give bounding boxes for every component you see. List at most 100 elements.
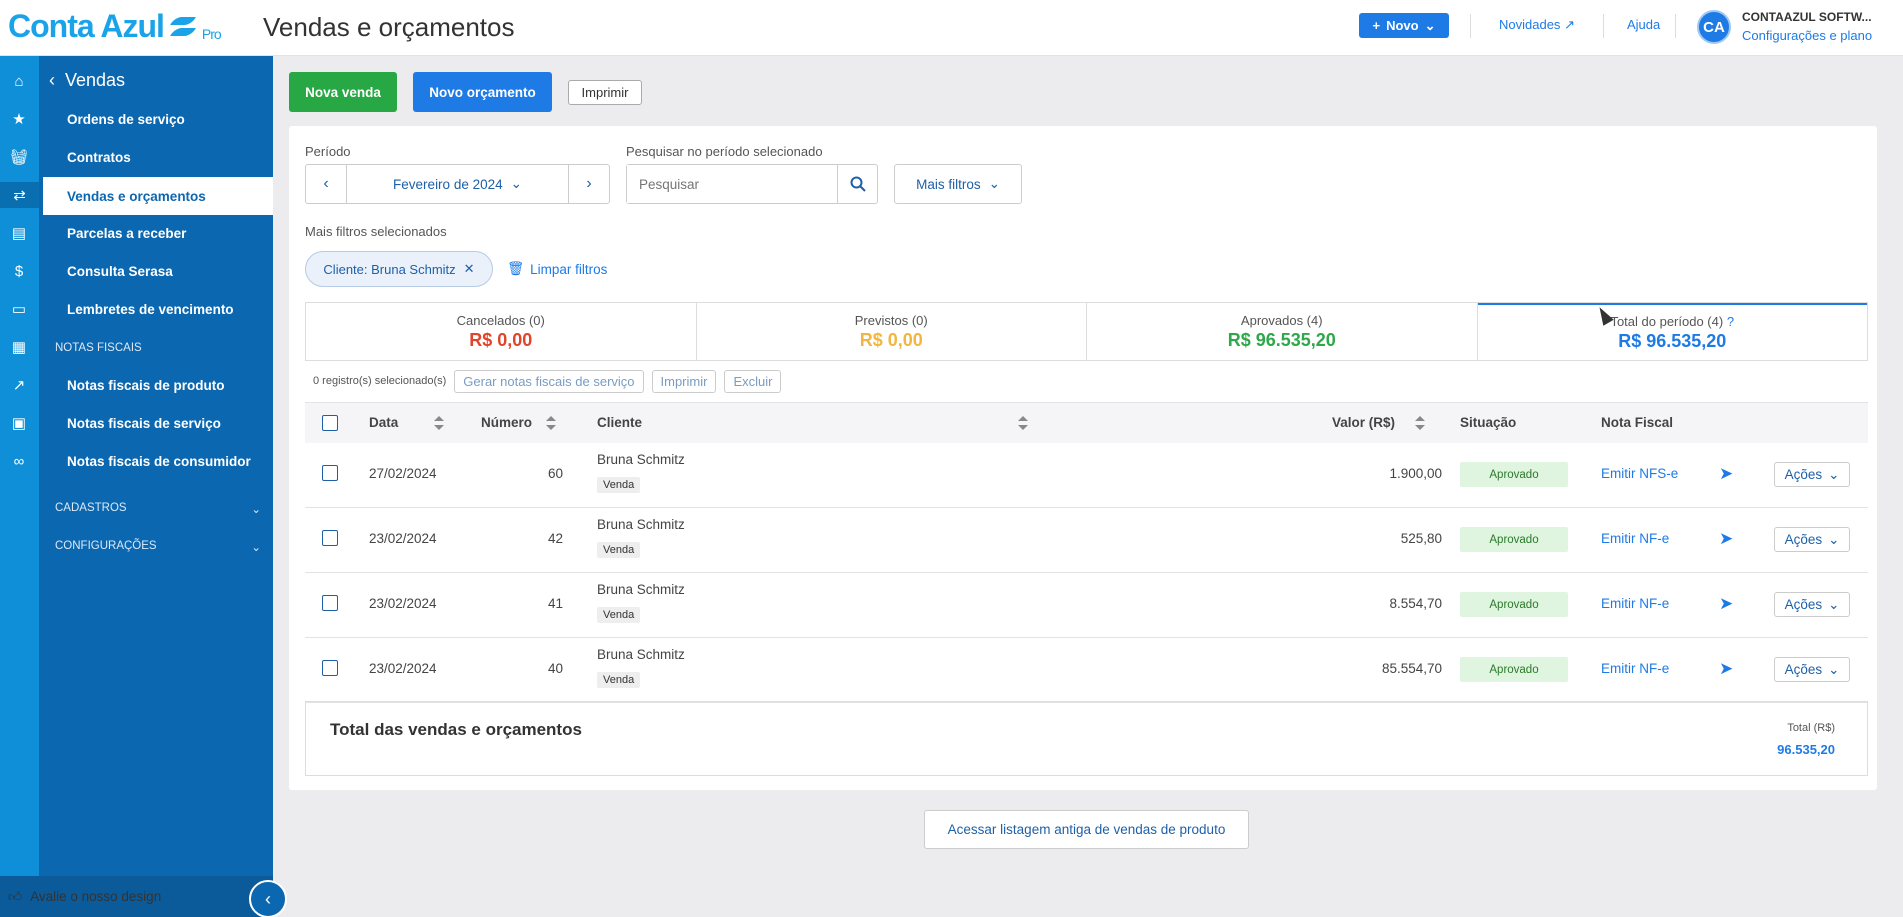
- row-value: 1.900,00: [1389, 466, 1442, 481]
- selected-filters-label: Mais filtros selecionados: [305, 224, 447, 239]
- chart-icon[interactable]: ↗: [12, 377, 26, 394]
- send-icon[interactable]: ➤: [1719, 464, 1734, 483]
- filter-chip-cliente[interactable]: Cliente: Bruna Schmitz ✕: [305, 251, 493, 287]
- novidades-link[interactable]: Novidades ↗: [1499, 17, 1575, 32]
- search-input[interactable]: [627, 165, 837, 203]
- table-row[interactable]: 23/02/2024 40 Bruna Schmitz Venda 85.554…: [305, 638, 1868, 703]
- clear-filters-link[interactable]: 🗑︎ Limpar filtros: [507, 261, 608, 277]
- ajuda-link[interactable]: Ajuda: [1627, 17, 1661, 32]
- emitir-nf-link[interactable]: Emitir NF-e: [1601, 531, 1670, 546]
- basket-icon[interactable]: 🧺︎: [9, 149, 29, 166]
- section-cadastros[interactable]: CADASTROS ⌄: [55, 502, 261, 516]
- novo-button[interactable]: + Novo ⌄: [1359, 13, 1449, 38]
- close-icon[interactable]: ✕: [463, 261, 475, 276]
- mais-filtros-button[interactable]: Mais filtros ⌄: [894, 164, 1022, 204]
- chevron-left-icon[interactable]: ‹: [323, 175, 329, 192]
- acoes-button[interactable]: Ações ⌄: [1774, 527, 1850, 552]
- sidebar-item-vendas[interactable]: Vendas e orçamentos: [43, 177, 273, 215]
- row-checkbox[interactable]: [322, 465, 338, 481]
- period-selector: ‹ Fevereiro de 2024 ⌄ ›: [305, 164, 610, 204]
- chevron-left-icon: ‹: [49, 70, 55, 90]
- old-list-button[interactable]: Acessar listagem antiga de vendas de pro…: [924, 810, 1249, 849]
- card-icon[interactable]: ▭: [11, 301, 27, 318]
- acoes-button[interactable]: Ações ⌄: [1774, 592, 1850, 617]
- table-row[interactable]: 23/02/2024 42 Bruna Schmitz Venda 525,80…: [305, 508, 1868, 573]
- emitir-nf-link[interactable]: Emitir NFS-e: [1601, 466, 1679, 481]
- nova-venda-button[interactable]: Nova venda: [289, 72, 397, 112]
- section-notas-fiscais: NOTAS FISCAIS: [55, 342, 142, 354]
- send-icon[interactable]: ➤: [1719, 594, 1734, 613]
- gerar-notas-button[interactable]: Gerar notas fiscais de serviço: [454, 369, 644, 393]
- dollar-icon[interactable]: $: [14, 262, 24, 280]
- sidebar-item-ordens[interactable]: Ordens de serviço: [67, 112, 185, 127]
- logo-wing-icon: [172, 17, 194, 37]
- selected-count: 0 registro(s) selecionado(s): [313, 375, 447, 387]
- page-title: Vendas e orçamentos: [263, 12, 515, 42]
- emitir-nf-link[interactable]: Emitir NF-e: [1601, 661, 1670, 676]
- main-panel: [289, 126, 1877, 790]
- chevron-down-icon: ⌄: [1424, 17, 1436, 33]
- row-client: Bruna Schmitz: [597, 452, 685, 467]
- acoes-button[interactable]: Ações ⌄: [1774, 657, 1850, 682]
- chevron-right-icon[interactable]: ›: [586, 175, 592, 192]
- sidebar-item-nf-produto[interactable]: Notas fiscais de produto: [67, 378, 225, 393]
- handshake-icon[interactable]: ⇄: [0, 182, 39, 208]
- avatar[interactable]: CA: [1697, 10, 1731, 44]
- help-icon[interactable]: ?: [1726, 313, 1735, 329]
- sidebar-item-nf-consumidor[interactable]: Notas fiscais de consumidor: [67, 454, 251, 469]
- search-icon[interactable]: [837, 165, 877, 203]
- home-icon[interactable]: ⌂: [14, 72, 24, 90]
- bulk-imprimir-button[interactable]: Imprimir: [651, 369, 717, 393]
- chevron-down-icon: ⌄: [1828, 596, 1840, 612]
- collapse-sidebar-button[interactable]: ‹: [249, 880, 287, 917]
- summary-previstos[interactable]: Previstos (0) R$ 0,00: [697, 303, 1087, 360]
- row-checkbox[interactable]: [322, 595, 338, 611]
- col-data[interactable]: Data: [369, 415, 445, 430]
- summary-cards: Cancelados (0) R$ 0,00 Previstos (0) R$ …: [305, 302, 1868, 361]
- col-cliente[interactable]: Cliente: [597, 415, 1029, 430]
- clipboard-icon[interactable]: ▣: [11, 415, 27, 432]
- row-checkbox[interactable]: [322, 660, 338, 676]
- bulk-excluir-button[interactable]: Excluir: [724, 369, 782, 393]
- icon-rail: ⌂ ★ 🧺︎ ⇄ ▤ $ ▭ ▦ ↗ ▣ ∞: [0, 56, 39, 917]
- send-icon[interactable]: ➤: [1719, 659, 1734, 678]
- sidebar-item-lembretes[interactable]: Lembretes de vencimento: [67, 302, 234, 317]
- emitir-nf-link[interactable]: Emitir NF-e: [1601, 596, 1670, 611]
- row-client: Bruna Schmitz: [597, 517, 685, 532]
- col-valor[interactable]: Valor (R$): [1332, 415, 1426, 430]
- novo-orcamento-button[interactable]: Novo orçamento: [413, 72, 552, 112]
- table-row[interactable]: 27/02/2024 60 Bruna Schmitz Venda 1.900,…: [305, 443, 1868, 508]
- conta-azul-logo[interactable]: Conta Azul Pro: [8, 8, 222, 44]
- configuracoes-link[interactable]: Configurações e plano: [1742, 28, 1873, 43]
- periodo-label: Período: [305, 144, 351, 159]
- sidebar-item-parcelas[interactable]: Parcelas a receber: [67, 226, 187, 241]
- bulk-actions-bar: 0 registro(s) selecionado(s) Gerar notas…: [305, 366, 1868, 396]
- row-checkbox[interactable]: [322, 530, 338, 546]
- row-number: 40: [548, 661, 564, 676]
- sidebar-back[interactable]: ‹ Vendas: [49, 70, 126, 90]
- feedback-button[interactable]: 👍︎ Avalie o nosso design: [0, 876, 273, 917]
- imprimir-button[interactable]: Imprimir: [568, 80, 642, 105]
- summary-aprovados[interactable]: Aprovados (4) R$ 96.535,20: [1087, 303, 1478, 360]
- select-all-checkbox[interactable]: [322, 415, 338, 431]
- logo-badge: Pro: [201, 25, 222, 42]
- sidebar-item-nf-servico[interactable]: Notas fiscais de serviço: [67, 416, 221, 431]
- summary-cancelados[interactable]: Cancelados (0) R$ 0,00: [306, 303, 697, 360]
- sidebar-item-contratos[interactable]: Contratos: [67, 150, 131, 165]
- section-configuracoes[interactable]: CONFIGURAÇÕES ⌄: [55, 540, 261, 554]
- period-dropdown[interactable]: Fevereiro de 2024 ⌄: [346, 165, 569, 203]
- acoes-button[interactable]: Ações ⌄: [1774, 462, 1850, 487]
- star-icon[interactable]: ★: [12, 111, 26, 128]
- chevron-down-icon: ⌄: [251, 504, 261, 516]
- col-numero[interactable]: Número: [481, 415, 557, 430]
- row-type-tag: Venda: [597, 607, 641, 623]
- boxes-icon[interactable]: ▦: [11, 339, 27, 356]
- document-icon[interactable]: ▤: [11, 225, 27, 242]
- summary-total-periodo[interactable]: Total do período (4) ? R$ 96.535,20: [1477, 303, 1867, 360]
- link-icon[interactable]: ∞: [13, 452, 25, 470]
- divider: [1675, 14, 1676, 38]
- table-row[interactable]: 23/02/2024 41 Bruna Schmitz Venda 8.554,…: [305, 573, 1868, 638]
- totals-label: Total (R$): [1787, 722, 1835, 734]
- send-icon[interactable]: ➤: [1719, 529, 1734, 548]
- sidebar-item-serasa[interactable]: Consulta Serasa: [67, 264, 173, 279]
